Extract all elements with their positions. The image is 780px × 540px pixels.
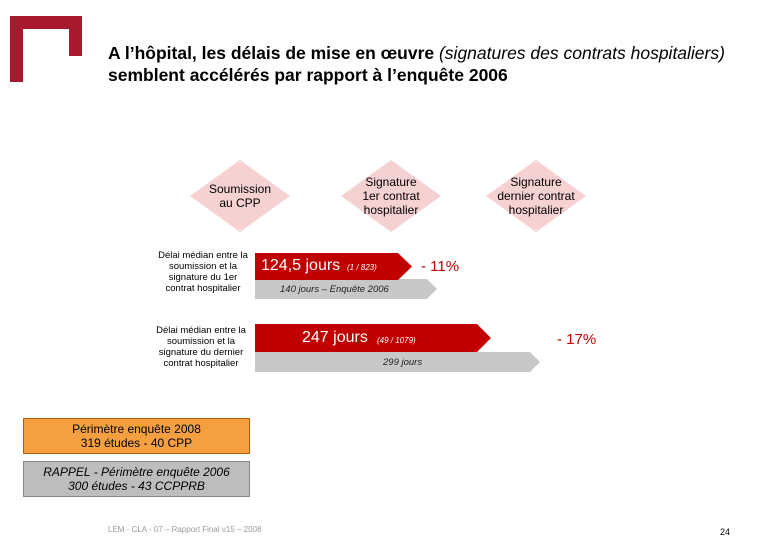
row-1-previous-bar: 140 jours – Enquête 2006 xyxy=(255,279,437,299)
milestone-submission: Soumission au CPP xyxy=(190,160,290,232)
row-1-label: Délai médian entre la soumission et la s… xyxy=(158,250,248,294)
perimeter-2006-box: RAPPEL - Périmètre enquête 2006 300 étude… xyxy=(23,461,250,497)
row-1-change: - 11% xyxy=(421,258,460,275)
logo-icon xyxy=(10,16,82,82)
footer-text: LEM - CLA - 07 – Rapport Final v15 – 200… xyxy=(108,525,262,534)
row-2-previous-bar: 299 jours xyxy=(255,352,540,372)
row-1-previous: 140 jours – Enquête 2006 xyxy=(280,284,389,295)
page-number: 24 xyxy=(720,527,731,537)
milestone-last-contract: Signature dernier contrat hospitalier xyxy=(486,160,586,232)
row-2-label: Délai médian entre la soumission et la s… xyxy=(156,325,246,369)
perimeter-2006-line-2: 300 études - 43 CCPPRB xyxy=(68,479,205,493)
perimeter-2006-line-1: RAPPEL - Périmètre enquête 2006 xyxy=(43,465,230,479)
perimeter-2008-box: Périmètre enquête 2008 319 études - 40 CP… xyxy=(23,418,250,454)
milestone-first-contract-label: Signature 1er contrat hospitalier xyxy=(362,175,420,217)
title-part-2: (signatures des contrats hospitaliers) xyxy=(438,43,725,63)
title-part-3: semblent accélérés par rapport à l’enquê… xyxy=(108,65,508,85)
row-2-change: - 17% xyxy=(557,331,597,348)
row-1-current-bar: 124,5 jours (1 / 823) xyxy=(255,253,412,280)
row-2-current-bar: 247 jours (49 / 1079) xyxy=(255,324,491,352)
row-1-sub: (1 / 823) xyxy=(347,263,377,272)
page-title: A l’hôpital, les délais de mise en œuvre… xyxy=(108,42,748,86)
row-2-previous: 299 jours xyxy=(383,357,423,368)
perimeter-2008-line-2: 319 études - 40 CPP xyxy=(80,436,193,450)
title-part-1: A l’hôpital, les délais de mise en œuvre xyxy=(108,43,439,63)
row-2-sub: (49 / 1079) xyxy=(377,336,416,345)
milestone-last-contract-label: Signature dernier contrat hospitalier xyxy=(497,175,575,217)
row-1-value: 124,5 jours xyxy=(261,257,341,274)
milestone-first-contract: Signature 1er contrat hospitalier xyxy=(341,160,441,232)
row-2-value: 247 jours xyxy=(302,329,368,346)
milestone-submission-label: Soumission au CPP xyxy=(208,182,272,210)
perimeter-2008-line-1: Périmètre enquête 2008 xyxy=(72,422,201,436)
